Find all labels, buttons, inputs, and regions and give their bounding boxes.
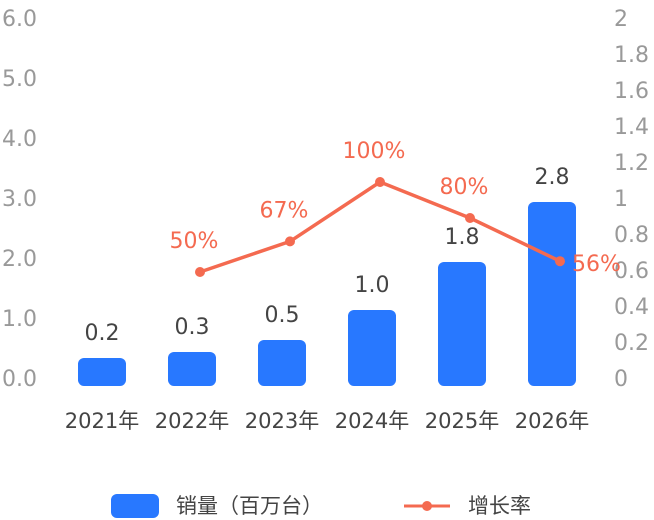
bar-value-label: 1.0 xyxy=(355,273,390,298)
line-value-label: 50% xyxy=(170,229,219,254)
y-axis-right: 0 0.2 0.4 0.6 0.8 1 1.2 1.4 1.6 1.8 2 xyxy=(614,7,649,392)
line-value-label: 100% xyxy=(343,139,406,164)
y-right-tick-label: 0.4 xyxy=(614,295,649,320)
legend: 销量（百万台） 增长率 xyxy=(111,494,531,518)
line-value-label: 67% xyxy=(260,198,309,223)
y-right-tick-label: 1.2 xyxy=(614,151,649,176)
y-right-tick-label: 0.6 xyxy=(614,259,649,284)
x-tick-label: 2024年 xyxy=(335,409,409,433)
x-tick-label: 2021年 xyxy=(65,409,139,433)
line-point xyxy=(195,267,205,277)
bar xyxy=(258,340,306,386)
y-left-tick-label: 3.0 xyxy=(2,187,37,212)
y-right-tick-label: 1 xyxy=(614,187,628,212)
bar xyxy=(348,310,396,386)
y-left-tick-label: 0.0 xyxy=(2,367,37,392)
y-left-tick-label: 2.0 xyxy=(2,247,37,272)
x-axis: 2021年 2022年 2023年 2024年 2025年 2026年 xyxy=(65,409,589,433)
y-right-tick-label: 1.4 xyxy=(614,115,649,140)
bar-value-label: 0.3 xyxy=(175,315,210,340)
line-point xyxy=(465,213,475,223)
bar xyxy=(168,352,216,386)
bar xyxy=(438,262,486,386)
y-right-tick-label: 0.2 xyxy=(614,331,649,356)
line-series: 50% 67% 100% 80% 56% xyxy=(170,139,621,277)
line-point xyxy=(375,177,385,187)
line-value-label: 56% xyxy=(572,252,621,277)
bar-value-label: 0.5 xyxy=(265,303,300,328)
y-right-tick-label: 2 xyxy=(614,7,628,32)
legend-line-label: 增长率 xyxy=(468,494,531,518)
x-tick-label: 2023年 xyxy=(245,409,319,433)
bar xyxy=(528,202,576,386)
y-right-tick-label: 0.8 xyxy=(614,223,649,248)
line-point xyxy=(285,236,295,247)
legend-bar-label: 销量（百万台） xyxy=(176,494,323,518)
y-axis-left: 0.0 1.0 2.0 3.0 4.0 5.0 6.0 xyxy=(2,7,37,392)
y-left-tick-label: 1.0 xyxy=(2,307,37,332)
y-left-tick-label: 6.0 xyxy=(2,7,37,32)
legend-line-marker xyxy=(422,501,432,511)
bar-value-label: 1.8 xyxy=(445,225,480,250)
legend-bar-swatch xyxy=(111,494,159,518)
x-tick-label: 2026年 xyxy=(515,409,589,433)
line-value-label: 80% xyxy=(440,175,489,200)
x-tick-label: 2025年 xyxy=(425,409,499,433)
y-right-tick-label: 1.6 xyxy=(614,79,649,104)
y-left-tick-label: 5.0 xyxy=(2,67,37,92)
y-right-tick-label: 0 xyxy=(614,367,628,392)
bar-value-label: 2.8 xyxy=(535,165,570,190)
y-left-tick-label: 4.0 xyxy=(2,127,37,152)
bar-series: 0.2 0.3 0.5 1.0 1.8 2.8 xyxy=(78,165,576,386)
line-point xyxy=(555,256,565,267)
growth-line xyxy=(199,180,561,274)
y-right-tick-label: 1.8 xyxy=(614,43,649,68)
bar-value-label: 0.2 xyxy=(85,321,120,346)
x-tick-label: 2022年 xyxy=(155,409,229,433)
bar xyxy=(78,358,126,386)
